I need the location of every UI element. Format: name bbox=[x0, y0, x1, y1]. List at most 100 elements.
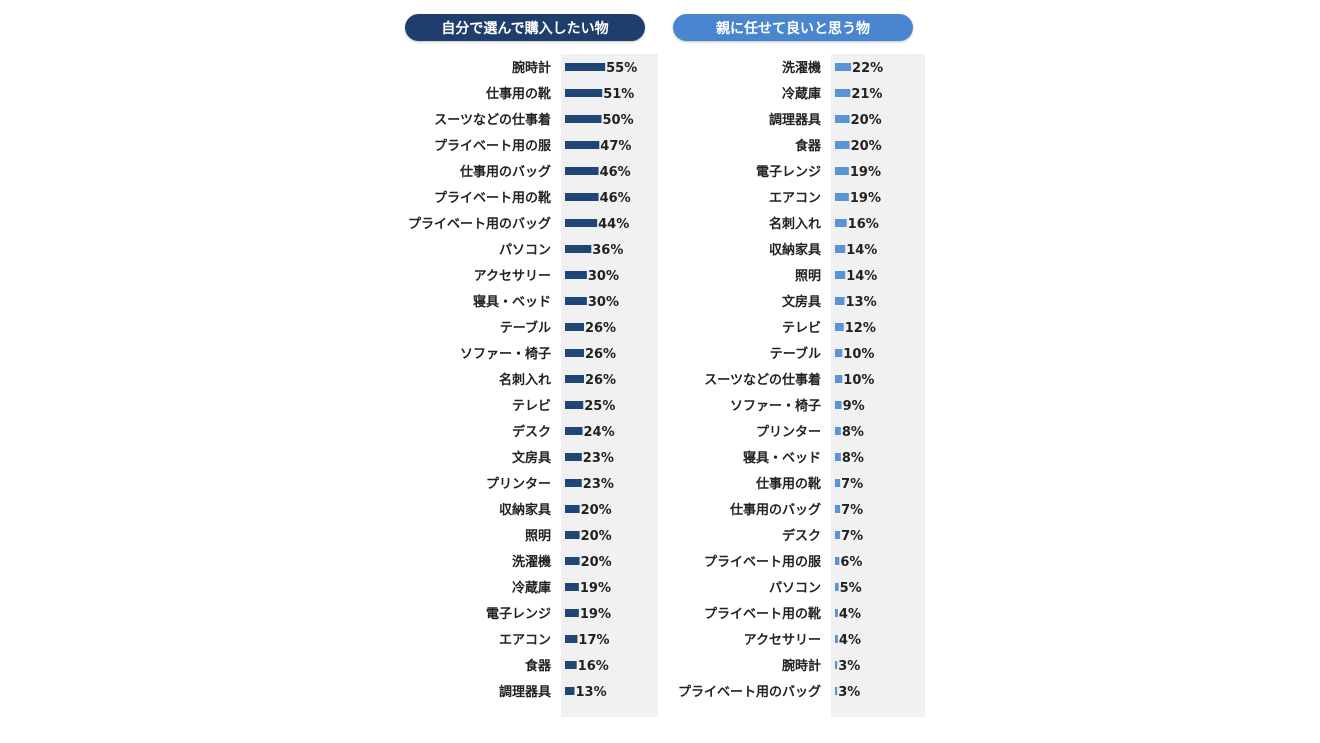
right-bar bbox=[835, 479, 841, 487]
left-bar bbox=[565, 505, 580, 513]
right-bar bbox=[835, 63, 852, 71]
left-value-label: 30% bbox=[588, 269, 619, 284]
left-value-label: 26% bbox=[585, 347, 616, 362]
left-value-label: 36% bbox=[592, 243, 623, 258]
right-bar bbox=[835, 531, 841, 539]
right-value-label: 6% bbox=[840, 555, 862, 570]
right-bar bbox=[835, 687, 838, 695]
right-bar bbox=[835, 349, 843, 357]
right-value-label: 10% bbox=[843, 373, 874, 388]
right-category-label: デスク bbox=[782, 528, 821, 544]
right-bar bbox=[835, 297, 845, 305]
left-bar bbox=[565, 687, 575, 695]
right-value-label: 20% bbox=[851, 139, 882, 154]
right-category-label: 収納家具 bbox=[769, 242, 821, 258]
right-bar bbox=[835, 609, 838, 617]
left-bar bbox=[565, 375, 584, 383]
right-category-label: プライベート用の靴 bbox=[704, 606, 821, 622]
left-category-label: 収納家具 bbox=[499, 502, 551, 518]
right-plot-background bbox=[831, 54, 925, 717]
right-bar bbox=[835, 583, 839, 591]
left-category-label: アクセサリー bbox=[474, 269, 551, 284]
left-category-label: プリンター bbox=[486, 477, 551, 492]
left-category-label: プライベート用の靴 bbox=[434, 190, 551, 206]
right-category-label: パソコン bbox=[769, 581, 821, 596]
left-bar bbox=[565, 141, 600, 149]
left-category-label: 文房具 bbox=[512, 450, 551, 466]
left-bar bbox=[565, 219, 598, 227]
left-value-label: 44% bbox=[598, 217, 629, 232]
left-bar bbox=[565, 661, 577, 669]
left-value-label: 51% bbox=[603, 87, 634, 102]
right-value-label: 7% bbox=[841, 477, 863, 492]
right-category-label: 電子レンジ bbox=[756, 165, 821, 180]
left-bar bbox=[565, 193, 599, 201]
right-bar bbox=[835, 323, 844, 331]
left-category-label: プライベート用の服 bbox=[434, 139, 552, 154]
left-value-label: 50% bbox=[603, 113, 634, 128]
right-value-label: 7% bbox=[841, 529, 863, 544]
left-bar bbox=[565, 349, 584, 357]
left-bar bbox=[565, 427, 583, 435]
right-chart-title: 親に任せて良いと思う物 bbox=[673, 14, 913, 41]
right-bar bbox=[835, 193, 849, 201]
right-category-label: テレビ bbox=[782, 320, 821, 336]
left-value-label: 26% bbox=[585, 321, 616, 336]
left-value-label: 30% bbox=[588, 295, 619, 310]
left-category-label: 電子レンジ bbox=[486, 607, 551, 622]
left-value-label: 26% bbox=[585, 373, 616, 388]
left-value-label: 23% bbox=[583, 477, 614, 492]
right-bar bbox=[835, 89, 851, 97]
left-category-label: 寝具・ベッド bbox=[473, 294, 551, 310]
left-bar bbox=[565, 479, 582, 487]
left-value-label: 19% bbox=[580, 607, 611, 622]
right-value-label: 22% bbox=[852, 61, 883, 76]
left-category-label: テーブル bbox=[500, 320, 551, 336]
left-chart-title: 自分で選んで購入したい物 bbox=[405, 14, 645, 41]
right-value-label: 4% bbox=[839, 633, 861, 648]
right-category-label: 照明 bbox=[795, 269, 821, 284]
right-value-label: 14% bbox=[846, 269, 877, 284]
right-bar bbox=[835, 401, 842, 409]
left-bar bbox=[565, 557, 580, 565]
right-bar bbox=[835, 635, 838, 643]
left-bar bbox=[565, 531, 580, 539]
left-value-label: 23% bbox=[583, 451, 614, 466]
left-bar bbox=[565, 63, 606, 71]
left-category-label: 仕事用の靴 bbox=[485, 86, 551, 102]
right-category-label: 調理器具 bbox=[769, 112, 821, 128]
left-value-label: 16% bbox=[578, 659, 609, 674]
left-category-label: 腕時計 bbox=[512, 60, 551, 76]
right-category-label: 名刺入れ bbox=[769, 216, 821, 232]
left-bar bbox=[565, 323, 584, 331]
right-category-label: スーツなどの仕事着 bbox=[704, 372, 821, 388]
left-bar bbox=[565, 609, 579, 617]
left-bar bbox=[565, 401, 584, 409]
right-bar bbox=[835, 505, 841, 513]
right-category-label: 仕事用のバッグ bbox=[729, 502, 821, 518]
right-category-label: 洗濯機 bbox=[782, 60, 821, 76]
right-bar bbox=[835, 375, 843, 383]
right-bar bbox=[835, 661, 838, 669]
left-value-label: 55% bbox=[606, 61, 637, 76]
right-value-label: 9% bbox=[843, 399, 865, 414]
right-value-label: 19% bbox=[850, 165, 881, 180]
left-value-label: 19% bbox=[580, 581, 611, 596]
right-value-label: 10% bbox=[843, 347, 874, 362]
right-value-label: 13% bbox=[845, 295, 876, 310]
right-bar bbox=[835, 115, 850, 123]
left-category-label: プライベート用のバッグ bbox=[408, 216, 551, 232]
left-value-label: 17% bbox=[578, 633, 609, 648]
left-bar bbox=[565, 245, 592, 253]
left-category-label: エアコン bbox=[499, 633, 551, 648]
left-value-label: 20% bbox=[581, 529, 612, 544]
left-category-label: 名刺入れ bbox=[499, 372, 551, 388]
right-value-label: 7% bbox=[841, 503, 863, 518]
left-category-label: デスク bbox=[512, 424, 551, 440]
right-bar bbox=[835, 219, 847, 227]
left-category-label: 照明 bbox=[525, 529, 551, 544]
left-value-label: 47% bbox=[600, 139, 631, 154]
right-category-label: プライベート用のバッグ bbox=[678, 684, 821, 700]
right-value-label: 8% bbox=[842, 425, 864, 440]
left-bar bbox=[565, 297, 587, 305]
